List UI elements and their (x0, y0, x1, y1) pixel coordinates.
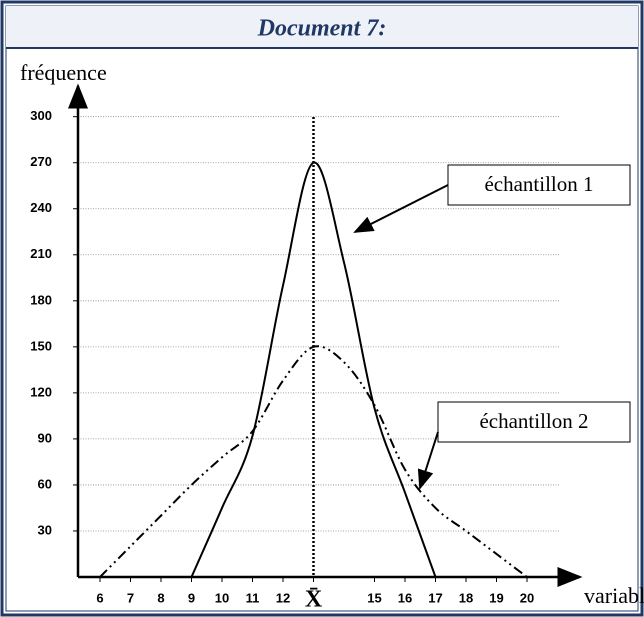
y-tick-label: 300 (30, 108, 52, 123)
x-tick-label: 10 (215, 590, 229, 605)
y-tick-label: 210 (30, 246, 52, 261)
x-axis-label: variable (584, 583, 644, 608)
x-tick-label: 19 (489, 590, 503, 605)
y-tick-label: 120 (30, 384, 52, 399)
legend-box (437, 401, 631, 443)
y-tick-label: 30 (38, 522, 52, 537)
x-tick-label: 18 (459, 590, 473, 605)
y-tick-label: 150 (30, 338, 52, 353)
x-tick-label: 20 (520, 590, 534, 605)
x-tick-label: 12 (276, 590, 290, 605)
x-tick-label: 8 (157, 590, 164, 605)
series-line (99, 345, 528, 578)
legend-box (447, 164, 631, 206)
x-tick-label: 15 (367, 590, 381, 605)
y-tick-label: 90 (38, 430, 52, 445)
y-axis-label: fréquence (20, 60, 107, 85)
chart-title: Document 7: (257, 16, 387, 42)
x-tick-label: 11 (246, 590, 260, 605)
frame-inner (5, 5, 639, 612)
series-line (190, 161, 437, 578)
x-tick-label: X̄ (305, 587, 323, 613)
x-tick-label: 16 (398, 590, 412, 605)
legend-label: échantillon 1 (484, 172, 593, 196)
x-tick-label: 17 (428, 590, 442, 605)
y-tick-label: 240 (30, 200, 52, 215)
x-tick-label: 7 (127, 590, 134, 605)
legend-arrow (417, 431, 439, 490)
y-tick-label: 60 (38, 476, 52, 491)
x-tick-label: 9 (188, 590, 195, 605)
header-bar (6, 6, 638, 48)
y-tick-label: 180 (30, 292, 52, 307)
legend-label: échantillon 2 (479, 409, 588, 433)
x-tick-label: 6 (96, 590, 103, 605)
y-tick-label: 270 (30, 154, 52, 169)
legend-arrow (353, 184, 449, 233)
